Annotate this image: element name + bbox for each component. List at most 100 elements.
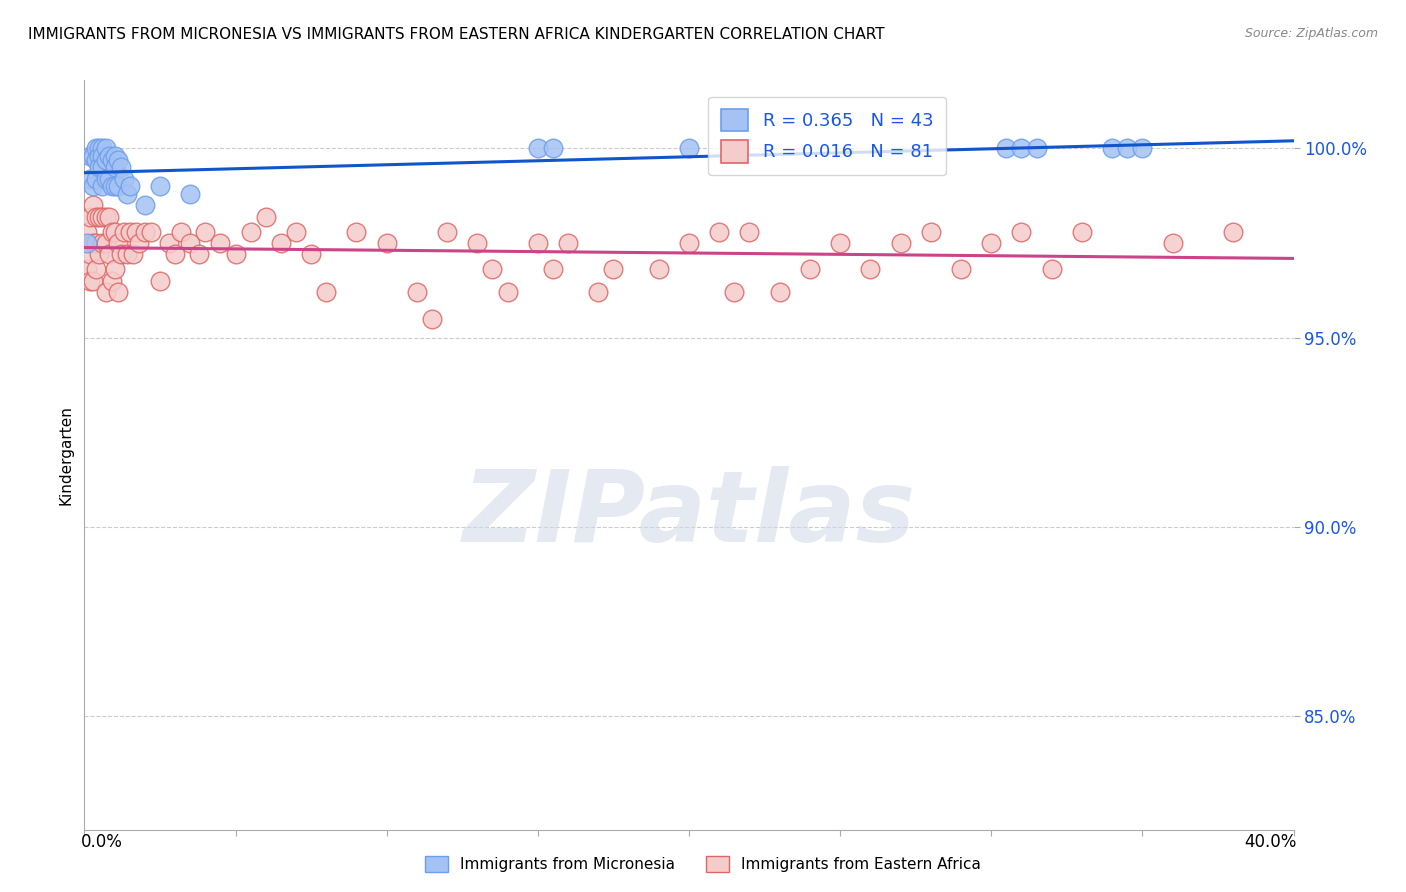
Legend: Immigrants from Micronesia, Immigrants from Eastern Africa: Immigrants from Micronesia, Immigrants f… [418,848,988,880]
Point [76,262,98,277]
Point [97,171,120,186]
Point [91,179,114,194]
Point [346,225,368,239]
Point [179,235,201,250]
Point [104,179,127,194]
Point [128,235,150,250]
Point [89,247,111,261]
Point [121,247,143,261]
Text: 40.0%: 40.0% [1244,833,1296,851]
Point [82,274,104,288]
Point [91,141,114,155]
Point [86,153,108,167]
Point [76,235,98,250]
Point [134,225,156,239]
Point [94,171,117,186]
Point [1101,141,1123,155]
Point [920,225,942,239]
Point [769,285,792,300]
Point [79,247,101,261]
Point [375,235,398,250]
Point [239,225,262,239]
Point [1222,225,1244,239]
Text: Source: ZipAtlas.com: Source: ZipAtlas.com [1244,27,1378,40]
Point [541,141,564,155]
Point [406,285,429,300]
Point [188,247,211,261]
Point [118,225,141,239]
Point [859,262,882,277]
Point [110,161,132,175]
Point [134,198,156,212]
Point [94,285,117,300]
Point [995,141,1018,155]
Legend: R = 0.365   N = 43, R = 0.016   N = 81: R = 0.365 N = 43, R = 0.016 N = 81 [709,97,946,175]
Point [91,149,114,163]
Point [91,161,114,175]
Point [541,262,564,277]
Y-axis label: Kindergarten: Kindergarten [58,405,73,505]
Point [738,225,761,239]
Point [107,285,129,300]
Point [420,311,443,326]
Point [91,235,114,250]
Point [194,225,217,239]
Point [82,149,104,163]
Point [94,235,117,250]
Point [299,247,322,261]
Point [890,235,912,250]
Point [79,171,101,186]
Point [100,153,122,167]
Point [86,262,108,277]
Point [1071,225,1094,239]
Point [112,171,135,186]
Point [104,225,127,239]
Point [100,274,122,288]
Point [107,179,129,194]
Point [709,225,731,239]
Point [602,262,624,277]
Point [1130,141,1153,155]
Point [436,225,458,239]
Point [170,225,193,239]
Point [76,225,98,239]
Point [86,171,108,186]
Point [79,210,101,224]
Point [86,210,108,224]
Point [110,247,132,261]
Point [89,141,111,155]
Point [678,141,700,155]
Point [94,141,117,155]
Point [104,161,127,175]
Point [179,186,201,201]
Point [799,262,821,277]
Point [254,210,277,224]
Point [557,235,579,250]
Point [1040,262,1063,277]
Point [527,141,550,155]
Point [285,225,308,239]
Point [149,274,172,288]
Text: IMMIGRANTS FROM MICRONESIA VS IMMIGRANTS FROM EASTERN AFRICA KINDERGARTEN CORREL: IMMIGRANTS FROM MICRONESIA VS IMMIGRANTS… [28,27,884,42]
Point [79,149,101,163]
Point [270,235,292,250]
Point [830,235,852,250]
Point [149,179,172,194]
Point [139,225,162,239]
Point [1025,141,1047,155]
Point [648,262,671,277]
Point [678,235,700,250]
Point [481,262,503,277]
Point [115,186,138,201]
Point [527,235,550,250]
Point [89,210,111,224]
Point [100,179,122,194]
Point [467,235,489,250]
Point [157,235,180,250]
Point [86,235,108,250]
Point [980,235,1002,250]
Point [165,247,187,261]
Point [588,285,610,300]
Point [97,247,120,261]
Point [94,210,117,224]
